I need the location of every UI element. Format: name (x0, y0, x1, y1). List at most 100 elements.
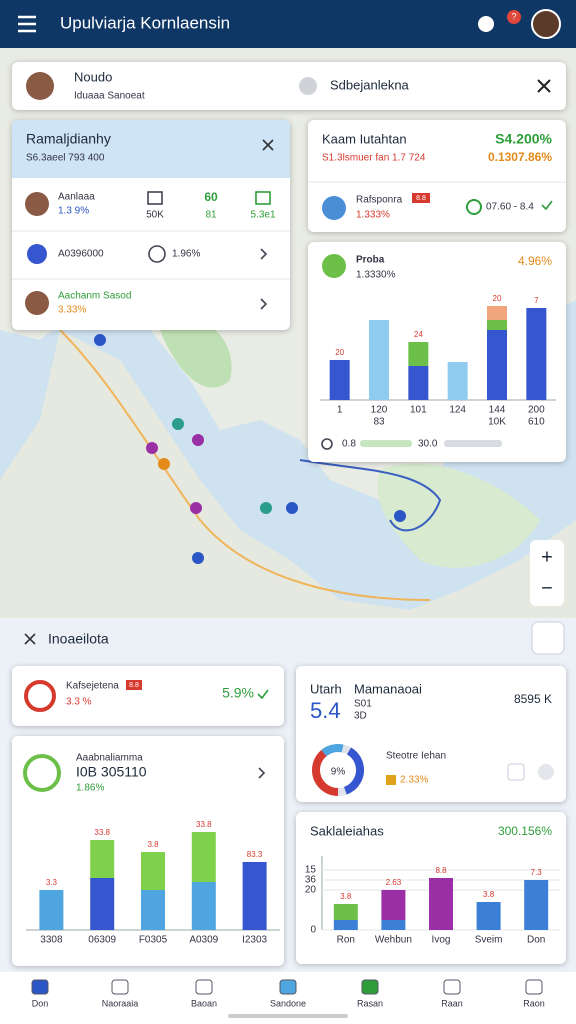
card-value: 5.4 (310, 698, 341, 723)
card-title: Ramaljdianhy (26, 131, 111, 147)
search-query[interactable]: Sdbejanlekna (330, 77, 410, 92)
nav-icon[interactable] (111, 979, 129, 995)
x-tick-label: Sveim (475, 935, 503, 946)
ring-icon (24, 680, 56, 712)
bar-segment (39, 890, 64, 930)
x-tick-label: I2303 (242, 935, 267, 946)
zoom-controls[interactable]: + − (530, 540, 564, 606)
user-avatar[interactable] (531, 9, 561, 39)
close-button[interactable] (24, 633, 36, 645)
x-tick-label: 101 (410, 405, 427, 416)
nav-label[interactable]: Sandone (270, 998, 306, 1008)
svg-text:+: + (541, 546, 553, 568)
value-label: 33.8 (196, 820, 212, 829)
map-park (160, 319, 232, 388)
bar-segment (369, 320, 389, 400)
slider-track[interactable] (360, 440, 412, 447)
nav-icon[interactable] (279, 979, 297, 995)
x-tick-label: F0305 (139, 935, 168, 946)
card-change: 300.156% (498, 824, 552, 838)
notification-icon[interactable] (478, 16, 494, 32)
row-change: 1.96% (172, 249, 200, 260)
chevron[interactable] (260, 298, 268, 310)
value-label: 20 (335, 348, 344, 357)
value-label: 24 (414, 330, 423, 339)
nav-icon[interactable] (525, 979, 543, 995)
nav-label[interactable]: Baoan (191, 998, 217, 1008)
row-name: Aanlaaa (58, 192, 95, 203)
legend-swatch (386, 775, 396, 785)
x-tick-label: Wehbun (375, 935, 412, 946)
slider-track[interactable] (444, 440, 502, 447)
menu-button[interactable] (18, 15, 36, 33)
card-value: I0B 305110 (76, 764, 147, 780)
x-tick-label: 3308 (40, 935, 63, 946)
chart-subtitle: 1.3330% (356, 270, 396, 281)
x-sub-label: 10K (488, 417, 506, 428)
stat-icon (147, 191, 163, 205)
svg-text:−: − (541, 577, 553, 599)
value-label: 7 (534, 296, 539, 305)
nav-label[interactable]: Raon (523, 998, 545, 1008)
bar-segment (333, 904, 358, 920)
map-pins[interactable] (94, 334, 406, 564)
person-name: Rafsponra (356, 195, 403, 206)
card-title: Saklaleiahas (310, 823, 384, 838)
card-sub: S01 (354, 699, 372, 710)
kpi-value: S4.200% (495, 131, 552, 147)
card-subtitle: S6.3aeel 793 400 (26, 153, 105, 164)
donut (312, 744, 364, 797)
map-park (377, 463, 540, 568)
nav-icon[interactable] (195, 979, 213, 995)
avatar (25, 192, 49, 216)
x-tick-label: 06309 (88, 935, 116, 946)
badge-text: 8.8 (129, 682, 139, 689)
value-label: 83.3 (247, 850, 263, 859)
card-sub: 3D (354, 711, 367, 722)
y-tick-label: 36 (305, 875, 317, 886)
bar-segment (141, 890, 165, 930)
legend-title: Steotre Iehan (386, 751, 446, 762)
card-header (12, 120, 290, 178)
bar-segment (191, 832, 216, 882)
card-change: 3.3 % (66, 697, 92, 708)
bar-segment (381, 920, 406, 930)
nav-icon[interactable] (443, 979, 461, 995)
action-icon[interactable] (507, 763, 525, 781)
card-title: Kafsejetena (66, 681, 119, 692)
check-icon (541, 200, 553, 211)
row-change: 1.3 9% (58, 206, 89, 217)
stat-value: 50K (146, 210, 164, 221)
nav-label[interactable]: Rasan (357, 998, 383, 1008)
nav-icon[interactable] (361, 979, 379, 995)
panel-action[interactable] (531, 621, 565, 655)
play-icon[interactable] (321, 438, 333, 450)
bar-segment (333, 920, 358, 930)
bar-segment (447, 362, 468, 400)
help-badge-text: ? (511, 11, 516, 21)
nav-label[interactable]: Raan (441, 998, 463, 1008)
close-button[interactable] (537, 79, 551, 93)
donut-label: 9% (331, 767, 346, 778)
card-total: 8595 K (514, 692, 552, 706)
bar-segment (408, 366, 429, 400)
chevron[interactable] (258, 767, 266, 779)
x-tick-label: Ron (337, 935, 355, 946)
nav-icon[interactable] (31, 979, 49, 995)
x-tick-label: A0309 (189, 935, 218, 946)
close-button[interactable] (262, 139, 274, 151)
x-tick-label: 144 (489, 405, 506, 416)
legend-value: 2.33% (400, 775, 428, 786)
avatar (26, 72, 54, 100)
x-tick-label: Don (527, 935, 545, 946)
user-subtitle: Iduaaa Sanoeat (74, 91, 145, 102)
nav-label[interactable]: Don (32, 998, 49, 1008)
chevron[interactable] (260, 248, 268, 260)
home-indicator (228, 1014, 348, 1018)
nav-label[interactable]: Naoraaia (102, 998, 139, 1008)
add-icon[interactable] (538, 764, 554, 780)
help-badge[interactable] (507, 10, 521, 24)
avatar (322, 196, 346, 220)
bar-segment (90, 878, 115, 930)
